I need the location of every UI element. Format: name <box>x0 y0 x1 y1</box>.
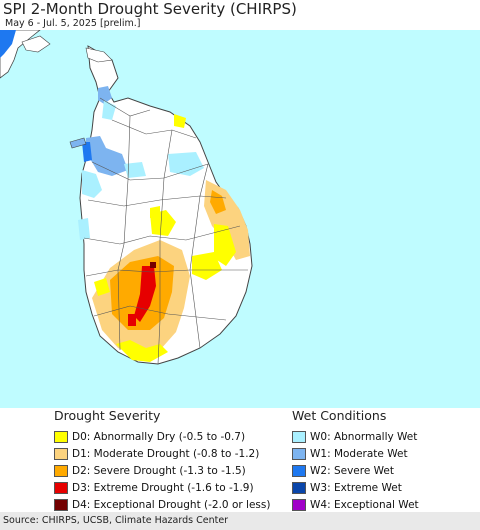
india-wet-patch <box>0 30 16 58</box>
wet-moderate-northwest <box>86 136 128 176</box>
swatch-d4 <box>54 498 68 511</box>
legend-item-d3: D3: Extreme Drought (-1.6 to -1.9) <box>54 479 270 496</box>
wet-legend: Wet Conditions W0: Abnormally Wet W1: Mo… <box>292 408 419 513</box>
wet-abnormal-west <box>82 170 102 198</box>
wet-moderate-coast <box>82 142 92 162</box>
drought-d0-north <box>174 114 186 128</box>
map-title: SPI 2-Month Drought Severity (CHIRPS) <box>3 0 297 18</box>
drought-d0-southwest <box>94 278 110 296</box>
map-area <box>0 30 480 408</box>
legend-item-w3: W3: Extreme Wet <box>292 479 419 496</box>
drought-d0-south-coast <box>116 340 168 362</box>
legend-item-d4: D4: Exceptional Drought (-2.0 or less) <box>54 496 270 513</box>
map-subtitle: May 6 - Jul. 5, 2025 [prelim.] <box>5 18 141 29</box>
swatch-w0 <box>292 430 306 443</box>
swatch-d1 <box>54 447 68 460</box>
wet-abnormal-central <box>124 162 146 178</box>
drought-legend: Drought Severity D0: Abnormally Dry (-0.… <box>54 408 270 513</box>
legend-item-w2: W2: Severe Wet <box>292 462 419 479</box>
swatch-w4 <box>292 498 306 511</box>
legend-item-w0: W0: Abnormally Wet <box>292 428 419 445</box>
wet-legend-heading: Wet Conditions <box>292 408 387 423</box>
drought-d2-east <box>210 190 226 214</box>
swatch-d2 <box>54 464 68 477</box>
wet-moderate-north <box>98 86 112 104</box>
jaffna-peninsula <box>85 47 113 63</box>
map-svg <box>0 30 480 408</box>
legend-item-w4: W4: Exceptional Wet <box>292 496 419 513</box>
swatch-d0 <box>54 430 68 443</box>
wet-abnormal-southwest <box>78 218 90 240</box>
drought-d0-east <box>214 224 236 266</box>
legend-label-w1: W1: Moderate Wet <box>310 447 408 460</box>
drought-d4-spot <box>150 262 156 268</box>
wet-abnormal-north <box>102 100 116 120</box>
legend-item-d1: D1: Moderate Drought (-0.8 to -1.2) <box>54 445 270 462</box>
legend-item-w1: W1: Moderate Wet <box>292 445 419 462</box>
legend-label-d4: D4: Exceptional Drought (-2.0 or less) <box>72 498 271 511</box>
source-footer: Source: CHIRPS, UCSB, Climate Hazards Ce… <box>0 512 480 530</box>
legend-item-d0: D0: Abnormally Dry (-0.5 to -0.7) <box>54 428 270 445</box>
drought-d0-northcentral <box>150 206 160 218</box>
legend-label-w2: W2: Severe Wet <box>310 464 394 477</box>
district-boundaries <box>83 97 248 365</box>
mannar-island <box>69 137 87 149</box>
drought-d3-south-b <box>128 314 136 326</box>
legend-item-d2: D2: Severe Drought (-1.3 to -1.5) <box>54 462 270 479</box>
swatch-w2 <box>292 464 306 477</box>
drought-legend-heading: Drought Severity <box>54 408 161 423</box>
drought-d0-center-east <box>192 252 222 280</box>
swatch-w1 <box>292 447 306 460</box>
legend-label-d2: D2: Severe Drought (-1.3 to -1.5) <box>72 464 246 477</box>
legend-label-w0: W0: Abnormally Wet <box>310 430 418 443</box>
legend-label-d0: D0: Abnormally Dry (-0.5 to -0.7) <box>72 430 246 443</box>
india-coast-detail <box>21 35 51 53</box>
legend-label-d3: D3: Extreme Drought (-1.6 to -1.9) <box>72 481 254 494</box>
legend-label-w3: W3: Extreme Wet <box>310 481 402 494</box>
swatch-d3 <box>54 481 68 494</box>
legend-label-w4: W4: Exceptional Wet <box>310 498 419 511</box>
wet-abnormal-east <box>168 152 204 176</box>
legend-label-d1: D1: Moderate Drought (-0.8 to -1.2) <box>72 447 260 460</box>
swatch-w3 <box>292 481 306 494</box>
